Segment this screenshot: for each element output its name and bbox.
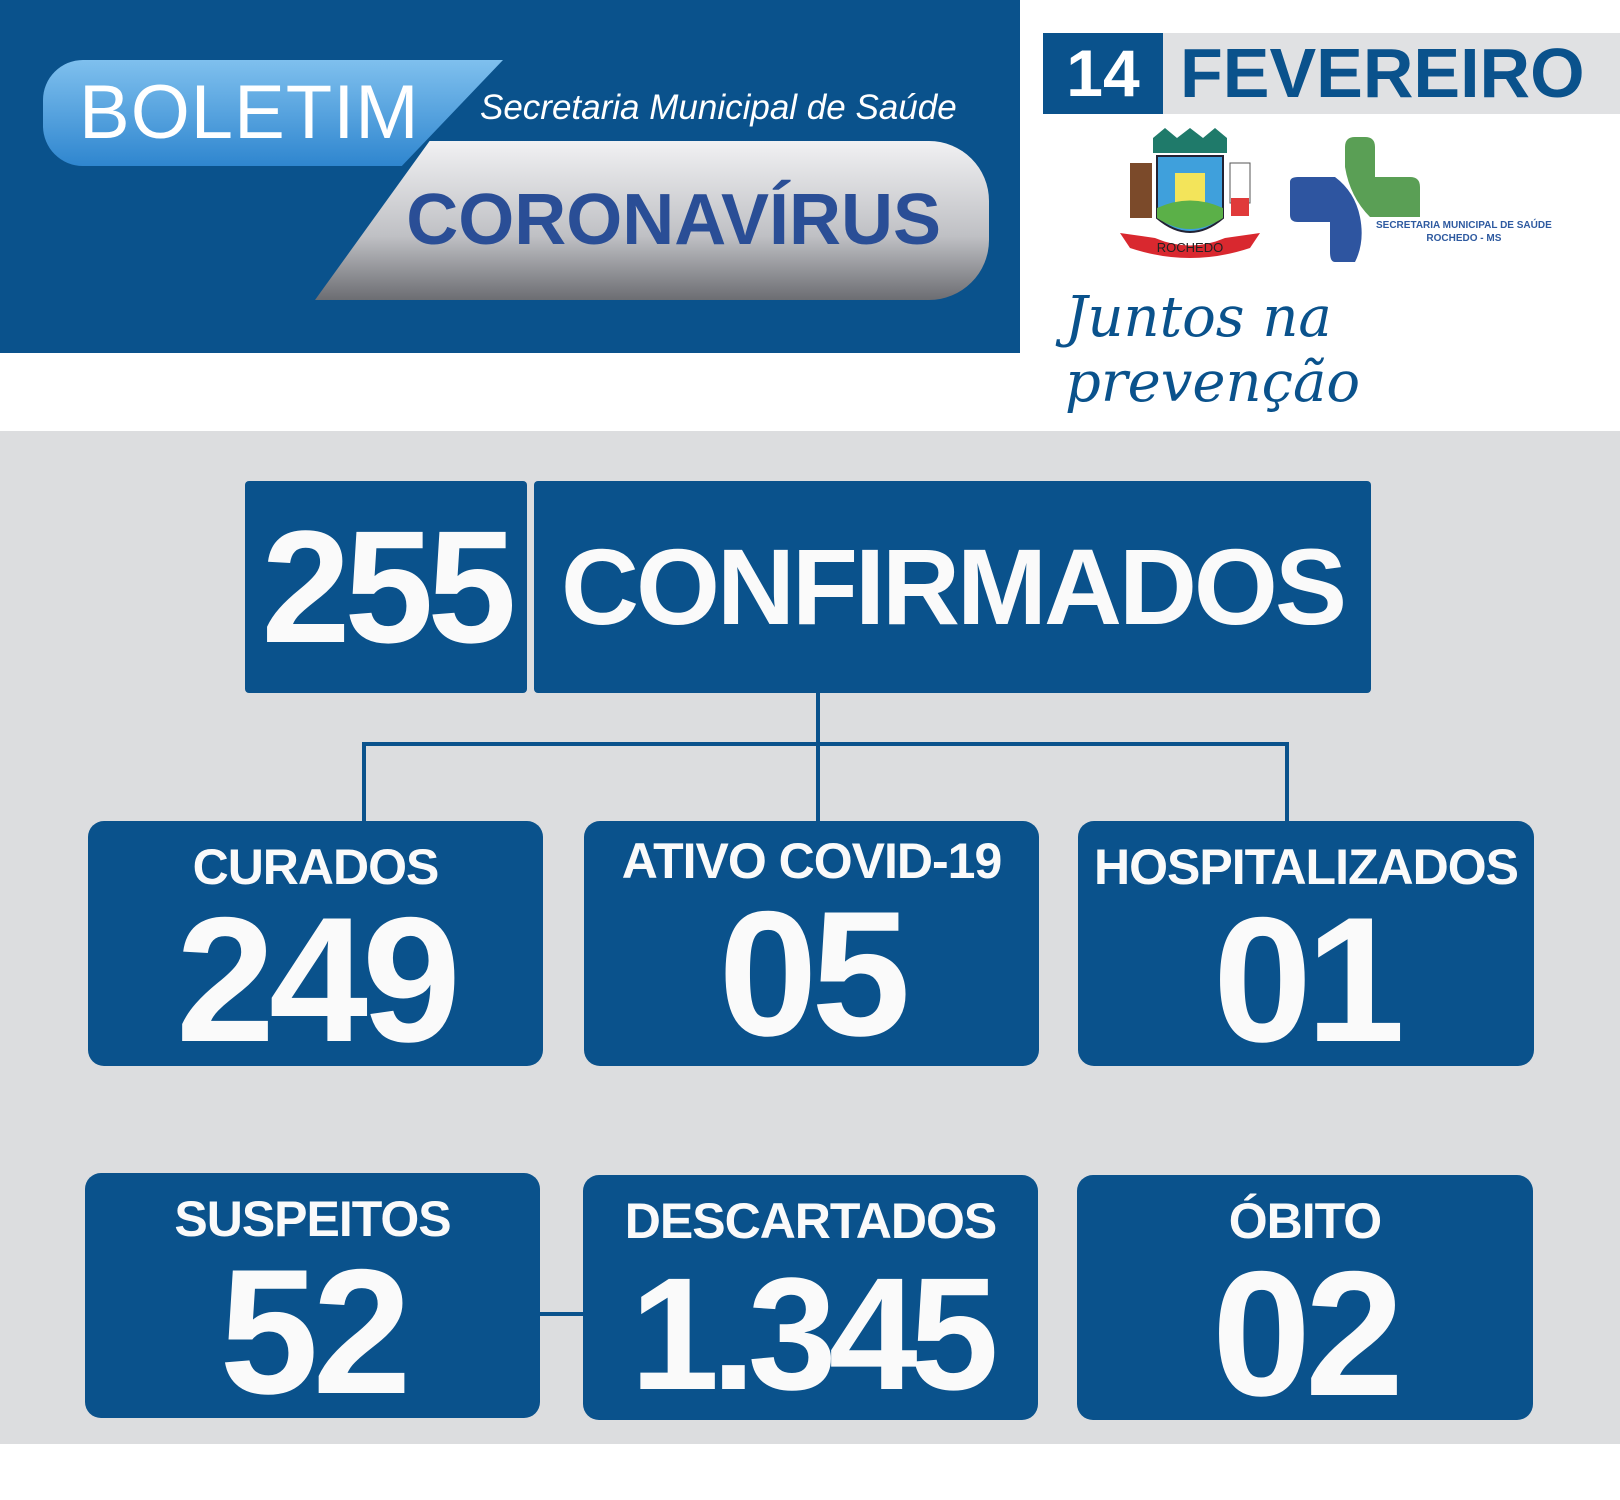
connector-line <box>816 693 820 821</box>
health-cross-logo <box>1290 137 1420 262</box>
connector-line <box>540 1312 583 1316</box>
sms-line2: ROCHEDO - MS <box>1426 233 1502 244</box>
confirmed-label: CONFIRMADOS <box>561 526 1347 647</box>
rochedo-crest-logo: ROCHEDO <box>1120 128 1260 258</box>
confirmed-count-box: 255 <box>245 481 527 693</box>
connector-line <box>1285 742 1289 821</box>
stat-descartados: DESCARTADOS 1.345 <box>583 1175 1038 1420</box>
date-month: FEVEREIRO <box>1180 34 1585 112</box>
stat-value: 05 <box>718 874 911 1073</box>
stat-value: 1.345 <box>630 1244 998 1423</box>
sms-line1: SECRETARIA MUNICIPAL DE SAÚDE <box>1376 220 1552 231</box>
confirmed-label-box: CONFIRMADOS <box>534 481 1371 693</box>
stat-label: SUSPEITOS <box>174 1191 451 1247</box>
stat-label: CURADOS <box>192 839 440 895</box>
stat-suspeitos: SUSPEITOS 52 <box>85 1173 540 1431</box>
slogan: Juntos na prevenção <box>1065 285 1361 415</box>
connector-line <box>362 742 1289 746</box>
stat-value: 52 <box>219 1232 412 1431</box>
sms-logo-text: SECRETARIA MUNICIPAL DE SAÚDE ROCHEDO - … <box>1376 219 1552 245</box>
stat-curados: CURADOS 249 <box>88 821 543 1079</box>
crest-text: ROCHEDO <box>1157 240 1223 255</box>
stat-ativo: ATIVO COVID-19 05 <box>584 821 1039 1066</box>
stat-value: 249 <box>176 880 461 1079</box>
stat-value: 02 <box>1212 1234 1404 1433</box>
stat-label: HOSPITALIZADOS <box>1094 839 1519 895</box>
confirmed-value: 255 <box>261 497 517 676</box>
connector-line <box>362 742 366 821</box>
stat-label: ATIVO COVID-19 <box>621 833 1003 889</box>
stat-hospitalizados: HOSPITALIZADOS 01 <box>1078 821 1534 1079</box>
date-day: 14 <box>1043 33 1163 114</box>
stat-label: DESCARTADOS <box>624 1193 997 1249</box>
coronavirus-title: CORONAVÍRUS <box>315 141 989 300</box>
stat-obito: ÓBITO 02 <box>1077 1175 1533 1433</box>
boletim-label: BOLETIM <box>43 60 503 166</box>
stat-label: ÓBITO <box>1228 1193 1382 1249</box>
secretaria-label: Secretaria Municipal de Saúde <box>480 88 957 127</box>
stat-value: 01 <box>1213 880 1405 1079</box>
